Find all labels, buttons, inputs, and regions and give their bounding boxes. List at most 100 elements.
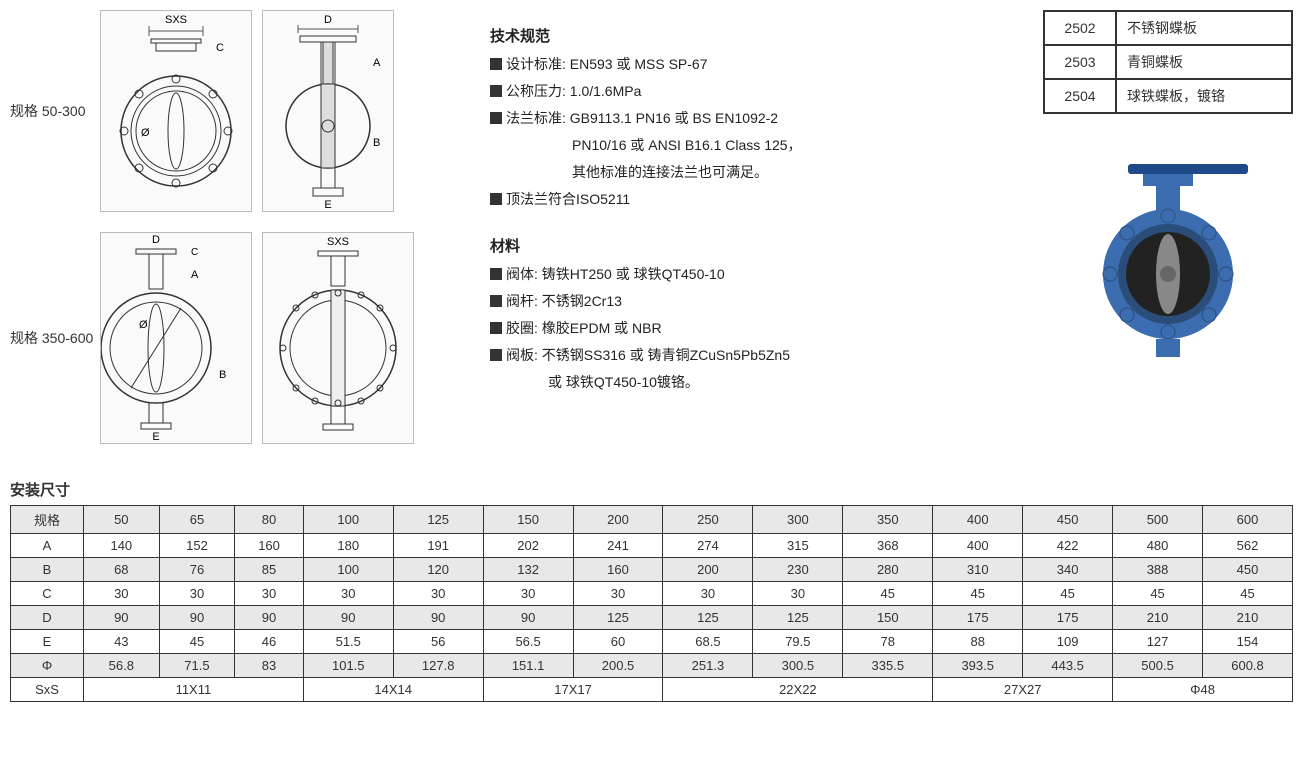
dim-cell: 90 bbox=[393, 606, 483, 630]
bullet-icon bbox=[490, 58, 502, 70]
dim-header: 400 bbox=[933, 506, 1023, 534]
mat-disc: 阀板: 不锈钢SS316 或 铸青铜ZCuSn5Pb5Zn5 bbox=[506, 345, 1023, 366]
dim-cell: 132 bbox=[483, 558, 573, 582]
dim-cell: 315 bbox=[753, 534, 843, 558]
dim-cell: 200 bbox=[663, 558, 753, 582]
dim-cell: 76 bbox=[159, 558, 235, 582]
bullet-icon bbox=[490, 322, 502, 334]
dim-cell: 79.5 bbox=[753, 630, 843, 654]
dim-header: 450 bbox=[1023, 506, 1113, 534]
dim-cell: 175 bbox=[1023, 606, 1113, 630]
svg-text:D: D bbox=[324, 14, 332, 26]
code-cell: 2504 bbox=[1044, 79, 1116, 113]
dim-header: 50 bbox=[84, 506, 160, 534]
dim-cell: 90 bbox=[483, 606, 573, 630]
svg-text:A: A bbox=[373, 57, 381, 69]
dim-cell: 300.5 bbox=[753, 654, 843, 678]
dim-cell: 210 bbox=[1113, 606, 1203, 630]
dim-cell: 90 bbox=[303, 606, 393, 630]
code-desc: 不锈钢蝶板 bbox=[1116, 11, 1292, 45]
dim-cell: 150 bbox=[843, 606, 933, 630]
right-panel: 2502不锈钢蝶板2503青铜蝶板2504球铁蝶板，镀铬 bbox=[1043, 10, 1293, 464]
sxs-cell: 17X17 bbox=[483, 678, 663, 702]
dim-cell: 56 bbox=[393, 630, 483, 654]
dim-cell: E bbox=[11, 630, 84, 654]
mat-body: 阀体: 铸铁HT250 或 球铁QT450-10 bbox=[506, 264, 1023, 285]
dim-cell: 125 bbox=[663, 606, 753, 630]
dim-cell: D bbox=[11, 606, 84, 630]
dim-cell: 56.8 bbox=[84, 654, 160, 678]
diagram-2-front: D C A Ø B E bbox=[100, 232, 252, 444]
svg-text:A: A bbox=[191, 269, 199, 281]
dim-cell: 562 bbox=[1203, 534, 1293, 558]
svg-text:B: B bbox=[219, 369, 226, 381]
dim-cell: 180 bbox=[303, 534, 393, 558]
product-image bbox=[1068, 144, 1268, 364]
dim-header: 600 bbox=[1203, 506, 1293, 534]
dim-cell: Φ bbox=[11, 654, 84, 678]
dim-cell: 125 bbox=[753, 606, 843, 630]
dim-cell: 90 bbox=[159, 606, 235, 630]
dim-cell: 120 bbox=[393, 558, 483, 582]
dim-cell: 45 bbox=[933, 582, 1023, 606]
dim-cell: 30 bbox=[84, 582, 160, 606]
bullet-icon bbox=[490, 268, 502, 280]
code-desc: 球铁蝶板，镀铬 bbox=[1116, 79, 1292, 113]
dim-cell: 241 bbox=[573, 534, 663, 558]
dim-cell: 30 bbox=[235, 582, 304, 606]
dim-header: 100 bbox=[303, 506, 393, 534]
dim-cell: 101.5 bbox=[303, 654, 393, 678]
dim-cell: 100 bbox=[303, 558, 393, 582]
dim-cell: 191 bbox=[393, 534, 483, 558]
dim-cell: 140 bbox=[84, 534, 160, 558]
flange-std-3: 其他标准的连接法兰也可满足。 bbox=[572, 162, 1023, 183]
dim-header: 65 bbox=[159, 506, 235, 534]
dim-cell: 202 bbox=[483, 534, 573, 558]
dim-cell: 280 bbox=[843, 558, 933, 582]
dim-cell: 310 bbox=[933, 558, 1023, 582]
bullet-icon bbox=[490, 112, 502, 124]
dim-cell: 200.5 bbox=[573, 654, 663, 678]
dim-cell: 68 bbox=[84, 558, 160, 582]
dim-cell: 160 bbox=[573, 558, 663, 582]
dim-cell: 251.3 bbox=[663, 654, 753, 678]
bullet-icon bbox=[490, 85, 502, 97]
dim-cell: 393.5 bbox=[933, 654, 1023, 678]
dim-cell: 500.5 bbox=[1113, 654, 1203, 678]
svg-text:E: E bbox=[152, 431, 159, 443]
dim-cell: 154 bbox=[1203, 630, 1293, 654]
code-cell: 2503 bbox=[1044, 45, 1116, 79]
dim-cell: 45 bbox=[1023, 582, 1113, 606]
dim-cell: 368 bbox=[843, 534, 933, 558]
diagram-row-1: 规格 50-300 SXS C bbox=[10, 10, 470, 212]
dim-cell: 45 bbox=[1203, 582, 1293, 606]
dim-cell: 45 bbox=[1113, 582, 1203, 606]
dim-header: 150 bbox=[483, 506, 573, 534]
bullet-icon bbox=[490, 349, 502, 361]
dim-cell: 422 bbox=[1023, 534, 1113, 558]
dim-cell: 43 bbox=[84, 630, 160, 654]
bullet-icon bbox=[490, 295, 502, 307]
code-desc: 青铜蝶板 bbox=[1116, 45, 1292, 79]
dim-cell: 88 bbox=[933, 630, 1023, 654]
dim-header: 200 bbox=[573, 506, 663, 534]
dim-cell: 152 bbox=[159, 534, 235, 558]
svg-text:SXS: SXS bbox=[165, 14, 187, 26]
dim-cell: 78 bbox=[843, 630, 933, 654]
svg-text:C: C bbox=[216, 42, 224, 54]
sxs-label: SxS bbox=[11, 678, 84, 702]
dim-cell: A bbox=[11, 534, 84, 558]
dim-cell: 127 bbox=[1113, 630, 1203, 654]
diagram-1-side: D A B E bbox=[262, 10, 394, 212]
dim-cell: 30 bbox=[303, 582, 393, 606]
dim-cell: 480 bbox=[1113, 534, 1203, 558]
code-cell: 2502 bbox=[1044, 11, 1116, 45]
dim-cell: 388 bbox=[1113, 558, 1203, 582]
install-title: 安装尺寸 bbox=[10, 479, 1293, 500]
dim-cell: 160 bbox=[235, 534, 304, 558]
materials-title: 材料 bbox=[490, 235, 1023, 256]
dim-cell: B bbox=[11, 558, 84, 582]
dim-header: 80 bbox=[235, 506, 304, 534]
dim-header: 500 bbox=[1113, 506, 1203, 534]
dim-cell: 274 bbox=[663, 534, 753, 558]
